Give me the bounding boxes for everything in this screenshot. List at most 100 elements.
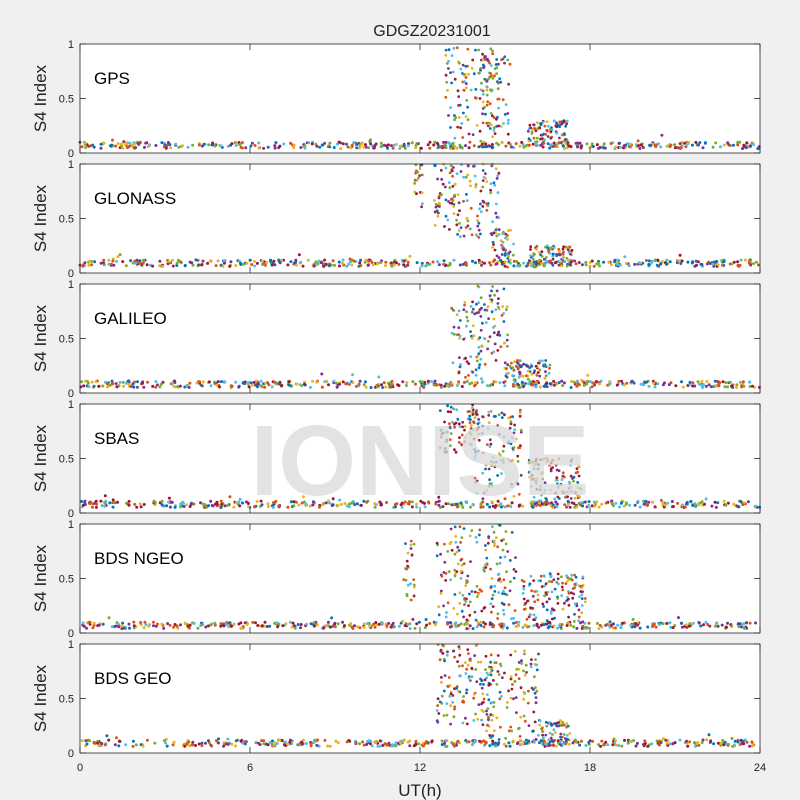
- data-point: [561, 247, 565, 251]
- data-point: [460, 443, 464, 447]
- data-point: [564, 742, 568, 746]
- data-point: [533, 691, 537, 695]
- data-point: [634, 744, 638, 748]
- data-point: [444, 615, 448, 619]
- data-point: [541, 133, 544, 137]
- data-point: [178, 384, 182, 388]
- data-point: [548, 128, 552, 131]
- data-point: [573, 612, 576, 616]
- data-point: [386, 743, 390, 747]
- data-point: [503, 497, 507, 501]
- data-point: [491, 742, 495, 746]
- data-point: [492, 331, 496, 335]
- data-point: [469, 305, 473, 308]
- data-point: [139, 505, 143, 509]
- data-point: [368, 624, 372, 628]
- data-point: [448, 694, 452, 698]
- data-point: [541, 602, 545, 606]
- data-point: [684, 145, 688, 149]
- data-point: [584, 382, 588, 386]
- data-point: [470, 66, 474, 70]
- data-point: [654, 625, 658, 629]
- data-point: [543, 124, 547, 128]
- data-point: [430, 380, 434, 383]
- data-point: [517, 446, 520, 450]
- data-point: [266, 743, 270, 747]
- data-point: [160, 503, 164, 507]
- data-point: [481, 100, 485, 104]
- data-point: [536, 598, 540, 602]
- data-point: [370, 744, 374, 748]
- data-point: [517, 385, 520, 389]
- data-point: [412, 585, 416, 589]
- data-point: [580, 739, 583, 743]
- data-point: [427, 501, 431, 505]
- data-point: [482, 621, 485, 624]
- data-point: [452, 649, 456, 653]
- data-point: [607, 260, 611, 264]
- data-point: [260, 624, 264, 628]
- data-point: [394, 505, 397, 509]
- data-point: [254, 621, 257, 625]
- data-point: [539, 574, 543, 578]
- data-point: [96, 623, 100, 627]
- data-point: [151, 384, 155, 388]
- data-point: [538, 719, 542, 723]
- data-point: [311, 379, 314, 383]
- data-point: [546, 619, 549, 623]
- data-point: [549, 488, 552, 492]
- data-point: [572, 625, 576, 629]
- data-point: [754, 504, 758, 508]
- data-point: [617, 141, 621, 145]
- data-point: [222, 624, 226, 628]
- data-point: [463, 303, 466, 307]
- data-point: [527, 139, 531, 143]
- data-point: [497, 81, 500, 85]
- data-point: [253, 505, 257, 509]
- data-point: [590, 385, 594, 389]
- data-point: [385, 624, 389, 628]
- data-point: [585, 142, 589, 146]
- data-point: [514, 437, 518, 441]
- data-point: [455, 46, 459, 50]
- data-point: [507, 741, 511, 745]
- data-point: [310, 142, 314, 146]
- data-point: [497, 106, 500, 110]
- data-point: [91, 505, 94, 509]
- data-point: [455, 172, 459, 176]
- data-point: [94, 499, 98, 503]
- data-point: [336, 741, 340, 745]
- data-point: [301, 264, 305, 268]
- data-point: [479, 296, 483, 300]
- data-point: [471, 58, 475, 62]
- data-point: [474, 410, 478, 414]
- data-point: [158, 385, 162, 389]
- data-point: [586, 373, 590, 377]
- data-point: [314, 263, 318, 266]
- data-point: [437, 263, 441, 267]
- data-point: [529, 380, 532, 383]
- data-point: [478, 528, 482, 532]
- data-point: [195, 381, 199, 385]
- data-point: [548, 366, 551, 370]
- data-point: [627, 264, 631, 268]
- data-points: [79, 284, 761, 389]
- data-point: [506, 121, 510, 125]
- data-point: [522, 608, 526, 611]
- data-point: [146, 380, 150, 384]
- data-point: [341, 261, 344, 265]
- data-point: [412, 583, 416, 587]
- data-point: [443, 674, 447, 677]
- data-point: [561, 144, 565, 148]
- data-point: [338, 498, 342, 502]
- data-point: [516, 624, 520, 628]
- data-point: [638, 626, 642, 630]
- data-point: [463, 598, 466, 601]
- data-point: [494, 211, 498, 215]
- data-point: [631, 618, 635, 621]
- x-axis-label: UT(h): [398, 781, 441, 800]
- data-point: [221, 264, 225, 268]
- data-point: [552, 608, 556, 612]
- data-point: [453, 118, 456, 122]
- data-point: [369, 142, 372, 146]
